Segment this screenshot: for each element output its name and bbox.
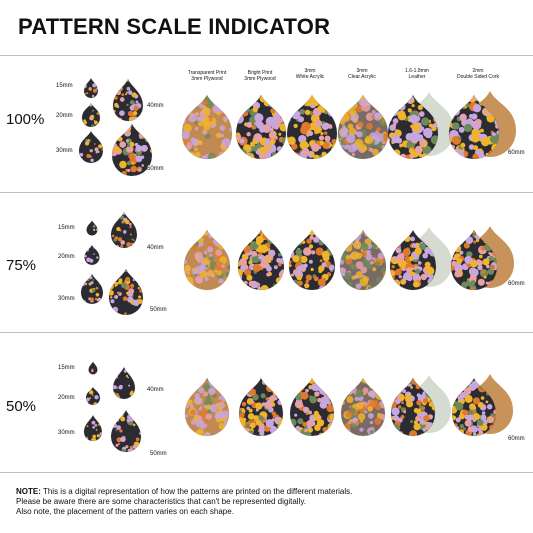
scale-label-50: 50% (6, 398, 37, 415)
size-sample-drop (83, 414, 103, 442)
size-sample-drop (110, 211, 138, 249)
size-sample-drop (111, 123, 153, 177)
scale-label-100: 100% (6, 111, 45, 128)
divider (0, 472, 533, 473)
size-label-15: 15mm (56, 83, 73, 89)
size-sample-drop (83, 77, 99, 99)
size-label-40: 40mm (147, 245, 164, 251)
white-acrylic-drop (289, 377, 335, 437)
size-sample-drop (85, 386, 101, 406)
clear-acrylic-drop (340, 377, 386, 437)
size-label-15: 15mm (58, 365, 75, 371)
material-label: 3mm White Acrylic (295, 68, 325, 80)
plywood-transparent-drop (183, 229, 231, 291)
size-label-60: 60mm (508, 281, 525, 287)
scale-label-75: 75% (6, 257, 37, 274)
size-sample-drop (108, 268, 144, 316)
divider (0, 55, 533, 56)
size-sample-drop (78, 130, 104, 164)
size-label-50: 50mm (147, 166, 164, 172)
size-label-20: 20mm (58, 395, 75, 401)
size-label-50: 50mm (150, 451, 167, 457)
size-sample-drop (112, 366, 136, 400)
size-sample-drop (88, 360, 98, 375)
size-label-50: 50mm (150, 307, 167, 313)
page-title: PATTERN SCALE INDICATOR (18, 14, 331, 39)
size-sample-drop (81, 102, 101, 128)
material-label: Transparent Print 3mm Plywood (187, 70, 227, 82)
material-label: Bright Print 3mm Plywood (244, 70, 276, 82)
clear-acrylic-drop (337, 94, 389, 160)
note-text: NOTE: This is a digital representation o… (16, 487, 353, 516)
divider (0, 332, 533, 333)
size-label-20: 20mm (58, 254, 75, 260)
plywood-bright-drop (237, 229, 285, 291)
plywood-bright-drop (235, 94, 287, 160)
size-sample-drop (110, 409, 142, 453)
material-label: 2mm Double Sided Cork (457, 68, 499, 80)
material-label: 1.6-1.8mm Leather (405, 68, 429, 80)
size-label-30: 30mm (56, 148, 73, 154)
size-label-60: 60mm (508, 436, 525, 442)
white-acrylic-drop (288, 229, 336, 291)
size-sample-drop (84, 244, 100, 266)
size-sample-drop (86, 219, 98, 236)
size-label-15: 15mm (58, 225, 75, 231)
size-label-20: 20mm (56, 113, 73, 119)
clear-acrylic-drop (339, 229, 387, 291)
size-sample-drop (112, 78, 144, 122)
plywood-transparent-drop (181, 94, 233, 160)
material-label: 3mm Clear Acrylic (348, 68, 376, 80)
size-label-30: 30mm (58, 296, 75, 302)
white-acrylic-drop (286, 94, 338, 160)
plywood-bright-drop (238, 377, 284, 437)
divider (0, 192, 533, 193)
size-sample-drop (80, 273, 104, 305)
size-label-40: 40mm (147, 103, 164, 109)
plywood-transparent-drop (184, 377, 230, 437)
size-label-30: 30mm (58, 430, 75, 436)
size-label-60: 60mm (508, 150, 525, 156)
size-label-40: 40mm (147, 387, 164, 393)
